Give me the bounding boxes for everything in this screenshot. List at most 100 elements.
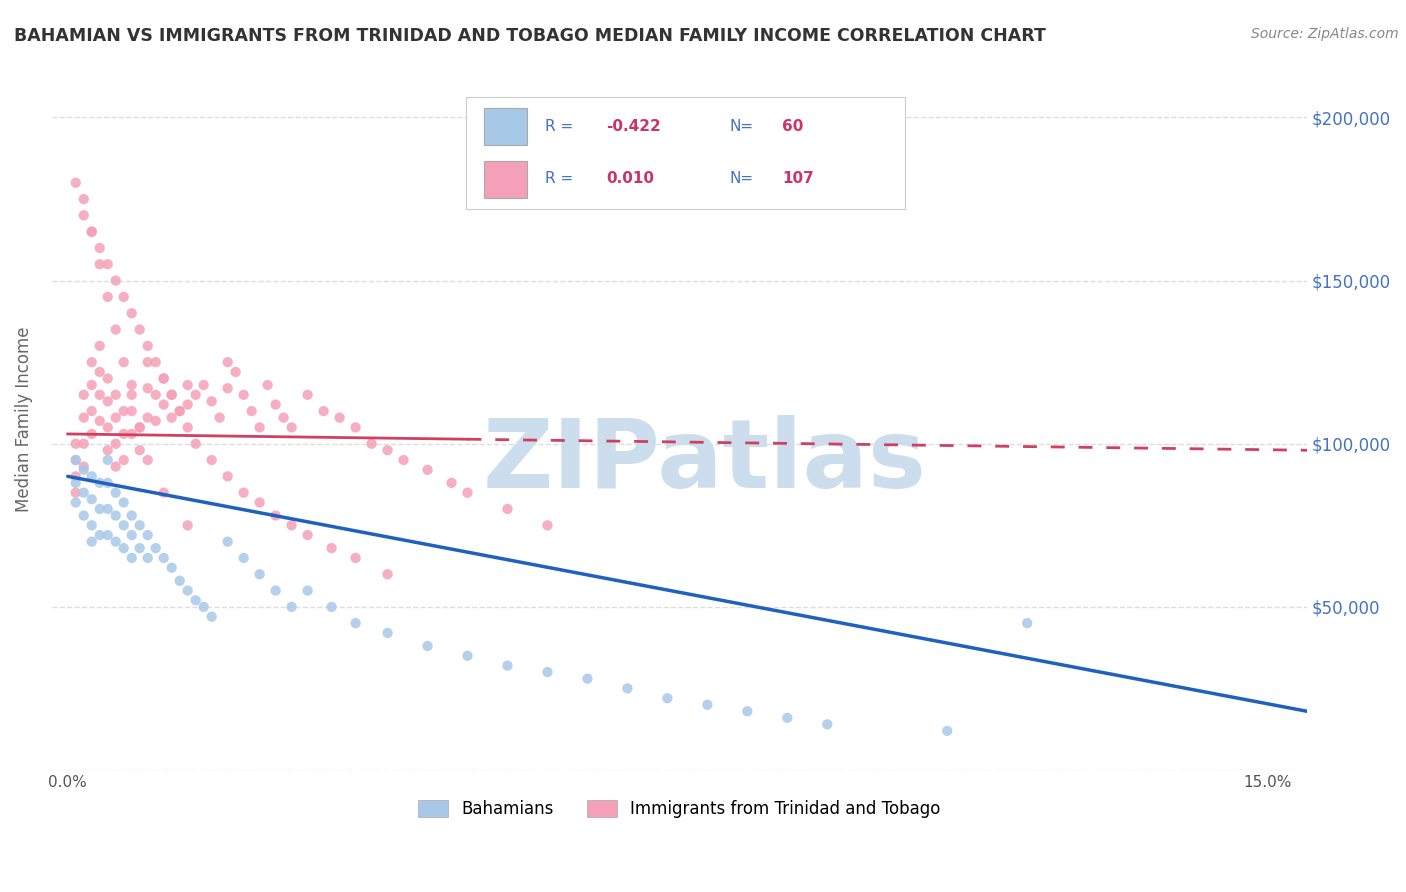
Point [89,414,111,428]
Point [97,394,120,409]
Point [264,508,287,523]
Point [97,420,120,434]
Point [104,410,127,425]
Point [121,388,143,402]
Point [121,550,143,565]
Point [121,306,143,320]
Point [145,388,167,402]
Point [89,257,111,271]
Point [80,426,103,441]
Point [657,691,679,706]
Point [392,453,415,467]
Point [184,388,207,402]
Point [121,426,143,441]
Text: Source: ZipAtlas.com: Source: ZipAtlas.com [1251,27,1399,41]
Point [112,426,135,441]
Point [160,410,183,425]
Point [80,378,103,392]
Point [321,541,343,556]
Point [440,475,463,490]
Point [249,567,271,582]
Point [121,528,143,542]
Point [128,420,150,434]
Point [128,541,150,556]
Point [104,388,127,402]
Point [104,274,127,288]
Point [208,410,231,425]
Point [201,609,224,624]
Point [128,443,150,458]
Point [121,404,143,418]
Legend: Bahamians, Immigrants from Trinidad and Tobago: Bahamians, Immigrants from Trinidad and … [412,793,948,825]
Point [176,398,198,412]
Point [97,453,120,467]
Point [152,485,174,500]
Point [232,388,254,402]
Point [152,371,174,385]
Point [217,469,239,483]
Point [65,485,87,500]
Point [145,414,167,428]
Point [184,436,207,450]
Point [169,574,191,588]
Point [321,599,343,614]
Point [89,502,111,516]
Point [225,365,247,379]
Point [344,550,367,565]
Point [256,378,278,392]
Point [80,469,103,483]
Point [136,339,159,353]
Point [89,339,111,353]
Point [112,541,135,556]
Point [80,534,103,549]
Point [264,583,287,598]
Point [416,463,439,477]
Point [128,420,150,434]
Point [136,381,159,395]
Point [97,257,120,271]
Point [80,225,103,239]
Point [457,485,479,500]
Point [776,711,799,725]
Point [297,528,319,542]
Point [136,410,159,425]
Point [104,436,127,450]
Point [312,404,335,418]
Point [104,508,127,523]
Text: BAHAMIAN VS IMMIGRANTS FROM TRINIDAD AND TOBAGO MEDIAN FAMILY INCOME CORRELATION: BAHAMIAN VS IMMIGRANTS FROM TRINIDAD AND… [14,27,1046,45]
Point [80,355,103,369]
Point [536,518,558,533]
Point [65,475,87,490]
Point [169,404,191,418]
Point [97,371,120,385]
Point [136,550,159,565]
Point [112,518,135,533]
Point [73,459,96,474]
Point [112,495,135,509]
Point [112,355,135,369]
Point [297,388,319,402]
Point [416,639,439,653]
Point [136,355,159,369]
Point [273,410,295,425]
Point [145,355,167,369]
Point [73,388,96,402]
Point [249,495,271,509]
Point [696,698,718,712]
Point [89,475,111,490]
Point [104,459,127,474]
Point [121,508,143,523]
Point [160,560,183,574]
Point [65,469,87,483]
Point [80,404,103,418]
Point [201,453,224,467]
Point [169,404,191,418]
Point [97,475,120,490]
Point [145,541,167,556]
Point [73,208,96,222]
Point [89,241,111,255]
Point [496,658,519,673]
Point [496,502,519,516]
Point [232,485,254,500]
Point [65,436,87,450]
